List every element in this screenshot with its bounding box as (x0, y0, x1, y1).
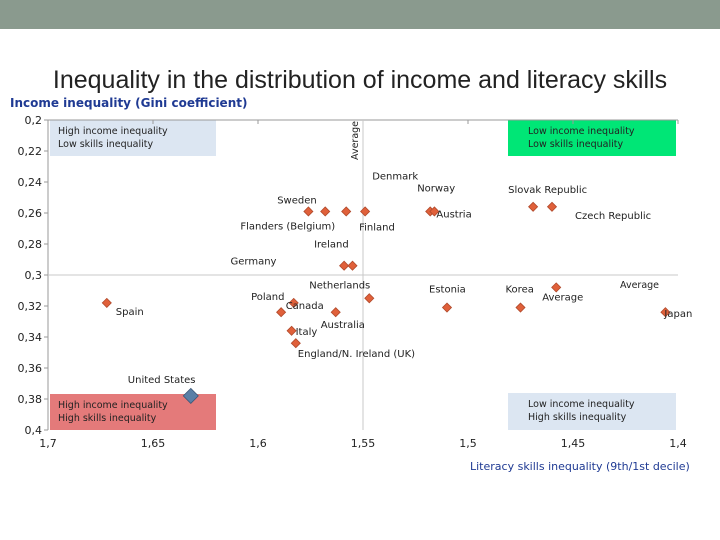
label-finland: Finland (359, 222, 395, 233)
quadrant-text-2-line2: Low skills inequality (528, 139, 623, 150)
label-germany: Germany (231, 257, 277, 268)
chart-title: Inequality in the distribution of income… (52, 66, 668, 94)
average-y-label: Average (620, 280, 659, 291)
label-flanders-belgium: Flanders (Belgium) (240, 221, 335, 232)
quadrant-text-4-line1: Low income inequality (528, 399, 635, 410)
point-estonia (441, 302, 453, 313)
point-finland (360, 206, 371, 217)
quadrant-box-2 (508, 120, 676, 156)
quadrant-text-3-line1: High income inequality (58, 400, 168, 411)
y-tick-label: 0,36 (18, 362, 43, 375)
label-denmark: Denmark (372, 171, 418, 182)
label-canada: Canada (286, 301, 324, 312)
point-spain (101, 297, 112, 308)
label-estonia: Estonia (429, 285, 466, 296)
point-netherlands (364, 293, 375, 304)
point-austria (429, 206, 440, 217)
y-tick-label: 0,34 (18, 331, 43, 344)
y-tick-label: 0,22 (18, 145, 43, 158)
point-flanders-belgium (303, 206, 314, 217)
point-italy (286, 325, 297, 336)
y-tick-label: 0,28 (18, 238, 43, 251)
quadrant-text-3-line2: High skills inequality (58, 413, 157, 424)
point-average (551, 282, 562, 293)
x-tick-label: 1,5 (459, 437, 477, 450)
label-ireland: Ireland (314, 240, 349, 251)
label-slovak-republic: Slovak Republic (508, 185, 587, 196)
y-tick-label: 0,3 (25, 269, 43, 282)
point-australia (330, 307, 341, 318)
y-tick-label: 0,2 (25, 114, 43, 127)
point-germany (347, 260, 358, 271)
x-tick-label: 1,6 (249, 437, 267, 450)
x-axis-title: Literacy skills inequality (9th/1st deci… (470, 460, 690, 473)
label-czech-republic: Czech Republic (575, 211, 651, 222)
label-united-states: United States (128, 375, 196, 386)
quadrant-box-4 (508, 393, 676, 430)
point-slovak-republic (528, 201, 539, 212)
point-denmark (341, 206, 352, 217)
point-ireland (339, 260, 350, 271)
x-tick-label: 1,7 (39, 437, 57, 450)
label-japan: Japan (663, 309, 692, 320)
average-x-label: Average (350, 121, 361, 160)
y-tick-label: 0,32 (18, 300, 43, 313)
point-sweden (320, 206, 331, 217)
quadrant-text-4-line2: High skills inequality (528, 412, 627, 423)
label-australia: Australia (321, 320, 365, 331)
y-tick-label: 0,26 (18, 207, 43, 220)
point-united-states (182, 387, 199, 404)
label-spain: Spain (116, 307, 144, 318)
label-italy: Italy (296, 327, 318, 338)
point-england-n-ireland-uk (290, 338, 301, 349)
label-korea: Korea (506, 285, 534, 296)
x-tick-label: 1,65 (141, 437, 166, 450)
label-average: Average (542, 292, 583, 303)
label-poland: Poland (251, 292, 284, 303)
y-tick-label: 0,4 (25, 424, 43, 437)
y-tick-label: 0,24 (18, 176, 43, 189)
quadrant-text-1-line1: High income inequality (58, 126, 168, 137)
point-canada (288, 297, 299, 308)
x-tick-label: 1,55 (351, 437, 376, 450)
quadrant-text-2-line1: Low income inequality (528, 126, 635, 137)
label-sweden: Sweden (277, 195, 317, 206)
label-austria: Austria (436, 209, 471, 220)
y-axis-title: Income inequality (Gini coefficient) (10, 96, 248, 110)
point-czech-republic (546, 201, 558, 212)
point-japan (660, 307, 671, 318)
quadrant-text-1-line2: Low skills inequality (58, 139, 153, 150)
y-tick-label: 0,38 (18, 393, 43, 406)
header-bar (0, 0, 720, 29)
quadrant-box-1 (50, 120, 216, 156)
label-england-n-ireland-uk: England/N. Ireland (UK) (298, 349, 415, 360)
label-norway: Norway (417, 183, 455, 194)
label-netherlands: Netherlands (309, 280, 370, 291)
x-tick-label: 1,4 (669, 437, 687, 450)
point-poland (276, 307, 287, 318)
point-korea (515, 302, 526, 313)
x-tick-label: 1,45 (561, 437, 586, 450)
